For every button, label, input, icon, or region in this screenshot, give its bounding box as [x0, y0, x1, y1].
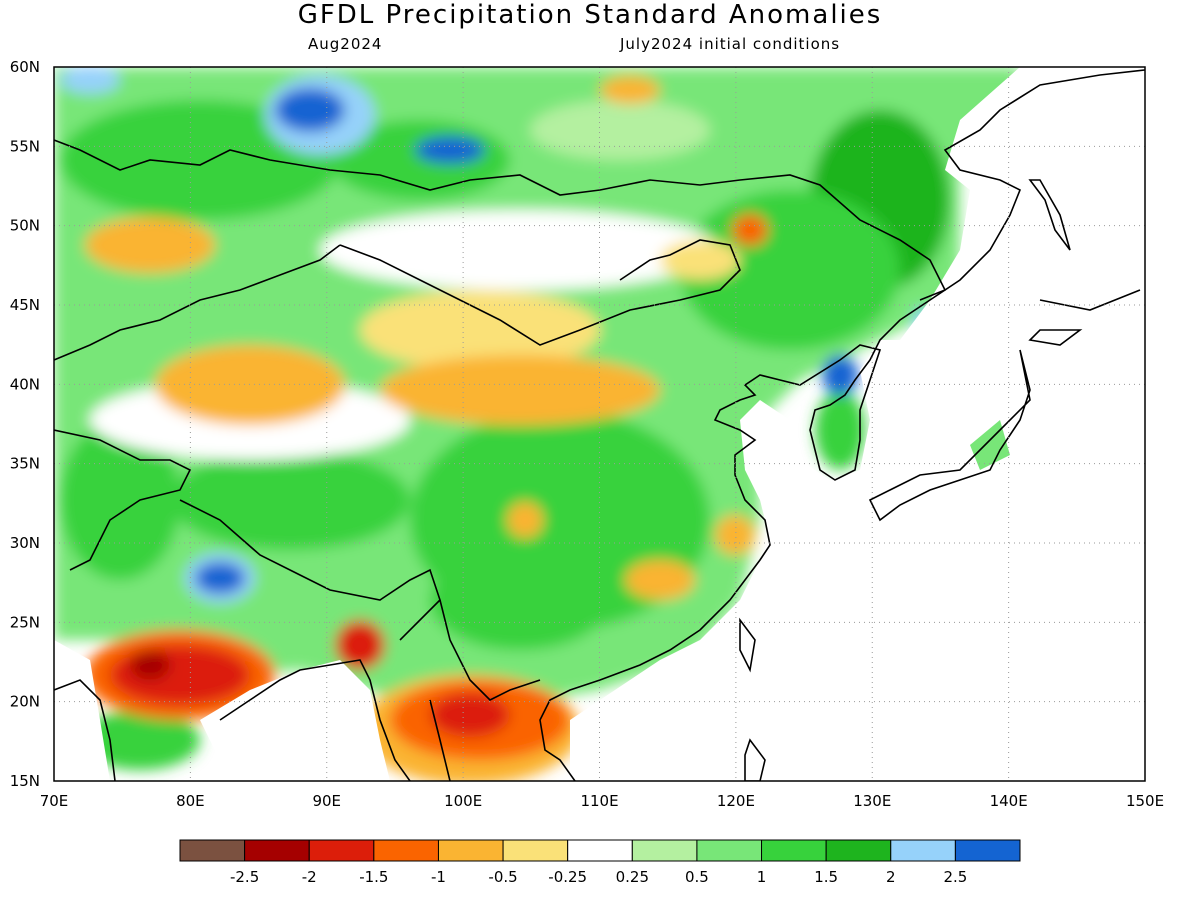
colorbar-swatch	[954, 839, 1021, 862]
lat-lon-grid	[54, 67, 1145, 781]
lon-label: 70E	[40, 792, 69, 810]
lon-label: 120E	[717, 792, 755, 810]
longitude-labels: 70E 80E 90E 100E 110E 120E 130E 140E 150E	[40, 792, 1164, 810]
colorbar-tick-label: 2	[886, 868, 896, 886]
lat-label: 25N	[10, 613, 40, 631]
lon-label: 80E	[176, 792, 205, 810]
colorbar-tick-label: -2	[302, 868, 317, 886]
colorbar-swatch	[437, 839, 504, 862]
lat-label: 30N	[10, 534, 40, 552]
colorbar-swatch	[567, 839, 633, 862]
colorbar-tick-label: -2.5	[230, 868, 259, 886]
colorbar-swatch	[502, 839, 569, 862]
lon-label: 140E	[990, 792, 1028, 810]
map-title: GFDL Precipitation Standard Anomalies	[297, 0, 883, 30]
colorbar-tick-label: 1.5	[814, 868, 838, 886]
colorbar-tick-label: 0.5	[685, 868, 709, 886]
colorbar	[179, 839, 1021, 862]
colorbar-swatch	[696, 839, 763, 862]
colorbar-tick-label: 1	[757, 868, 767, 886]
colorbar-swatch	[825, 839, 892, 862]
lat-label: 35N	[10, 455, 40, 473]
lat-label: 40N	[10, 375, 40, 393]
initial-conditions: July2024 initial conditions	[620, 35, 841, 53]
colorbar-swatch	[244, 839, 310, 862]
forecast-period: Aug2024	[308, 35, 383, 53]
colorbar-tick-label: -0.5	[488, 868, 517, 886]
anomaly-field	[54, 67, 1145, 781]
colorbar-swatch	[761, 839, 827, 862]
colorbar-swatch	[308, 839, 375, 862]
colorbar-swatch	[631, 839, 698, 862]
lat-label: 55N	[10, 137, 40, 155]
colorbar-tick-label: -1.5	[359, 868, 388, 886]
lat-label: 50N	[10, 217, 40, 235]
lat-label: 60N	[10, 58, 40, 76]
lon-label: 130E	[853, 792, 891, 810]
map-frame	[53, 66, 1146, 782]
colorbar-tick-label: -1	[431, 868, 446, 886]
lat-label: 45N	[10, 296, 40, 314]
lat-label: 20N	[10, 693, 40, 711]
colorbar-swatch	[179, 839, 246, 862]
latitude-labels: 15N 20N 25N 30N 35N 40N 45N 50N 55N 60N	[10, 58, 40, 790]
lon-label: 90E	[312, 792, 341, 810]
lon-label: 100E	[444, 792, 482, 810]
colorbar-swatch	[373, 839, 439, 862]
colorbar-tick-labels: -2.5 -2 -1.5 -1 -0.5 -0.25 0.25 0.5 1 1.5 2 2.5	[230, 868, 967, 886]
lon-label: 110E	[580, 792, 618, 810]
coastlines	[54, 69, 1145, 781]
colorbar-swatch	[890, 839, 956, 862]
colorbar-tick-label: 0.25	[616, 868, 649, 886]
lat-label: 15N	[10, 772, 40, 790]
colorbar-tick-label: 2.5	[943, 868, 967, 886]
lon-label: 150E	[1126, 792, 1164, 810]
colorbar-tick-label: -0.25	[548, 868, 587, 886]
